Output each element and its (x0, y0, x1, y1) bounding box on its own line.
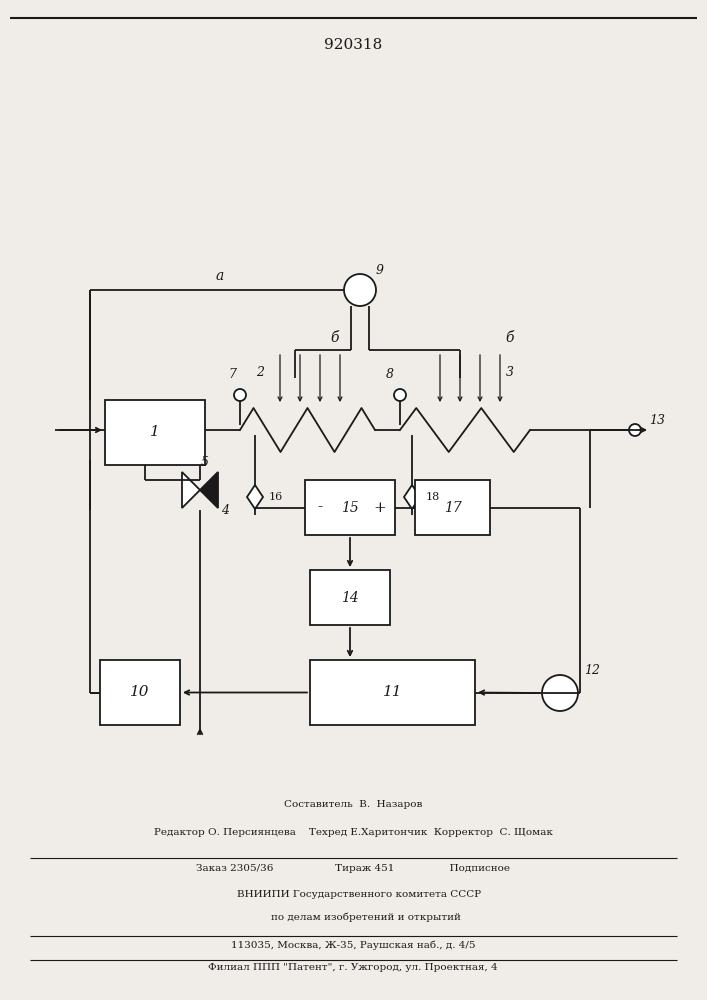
Bar (310, 570, 390, 625)
Text: 920318: 920318 (324, 38, 382, 52)
Text: б: б (331, 331, 339, 345)
Text: б: б (506, 331, 514, 345)
Circle shape (394, 389, 406, 401)
Text: а: а (216, 269, 224, 283)
Bar (415, 480, 490, 535)
Text: 9: 9 (376, 263, 384, 276)
Polygon shape (404, 485, 420, 509)
Circle shape (344, 274, 376, 306)
Text: по делам изобретений и открытий: по делам изобретений и открытий (245, 912, 461, 922)
Circle shape (542, 675, 578, 711)
Text: 16: 16 (269, 492, 284, 502)
Text: 4: 4 (221, 504, 229, 516)
Text: 5: 5 (201, 456, 209, 468)
Text: -: - (317, 500, 322, 514)
Text: +: + (373, 500, 386, 514)
Polygon shape (200, 472, 218, 508)
Text: Филиал ППП "Патент", г. Ужгород, ул. Проектная, 4: Филиал ППП "Патент", г. Ужгород, ул. Про… (208, 963, 498, 972)
Circle shape (629, 424, 641, 436)
Text: 12: 12 (584, 664, 600, 678)
Bar (105, 400, 205, 465)
Polygon shape (182, 472, 200, 508)
Bar (310, 660, 475, 725)
Bar (100, 660, 180, 725)
Circle shape (234, 389, 246, 401)
Text: Заказ 2305/36                   Тираж 451                 Подписное: Заказ 2305/36 Тираж 451 Подписное (196, 864, 510, 873)
Text: 10: 10 (130, 686, 150, 700)
Text: 15: 15 (341, 500, 359, 514)
Text: 17: 17 (443, 500, 462, 514)
Text: 13: 13 (649, 414, 665, 426)
Text: 14: 14 (341, 590, 359, 604)
Polygon shape (247, 485, 263, 509)
Text: 2: 2 (256, 365, 264, 378)
Text: Составитель  В.  Назаров: Составитель В. Назаров (284, 800, 422, 809)
Text: 11: 11 (382, 686, 402, 700)
Text: 1: 1 (150, 426, 160, 440)
Text: 113035, Москва, Ж-35, Раушская наб., д. 4/5: 113035, Москва, Ж-35, Раушская наб., д. … (230, 940, 475, 950)
Text: 3: 3 (506, 365, 514, 378)
Bar (305, 480, 395, 535)
Text: Редактор О. Персиянцева    Техред Е.Харитончик  Корректор  С. Щомак: Редактор О. Персиянцева Техред Е.Харитон… (153, 828, 552, 837)
Text: 8: 8 (386, 368, 394, 381)
Text: 18: 18 (426, 492, 440, 502)
Text: ВНИИПИ Государственного комитета СССР: ВНИИПИ Государственного комитета СССР (224, 890, 481, 899)
Text: 7: 7 (228, 368, 236, 381)
